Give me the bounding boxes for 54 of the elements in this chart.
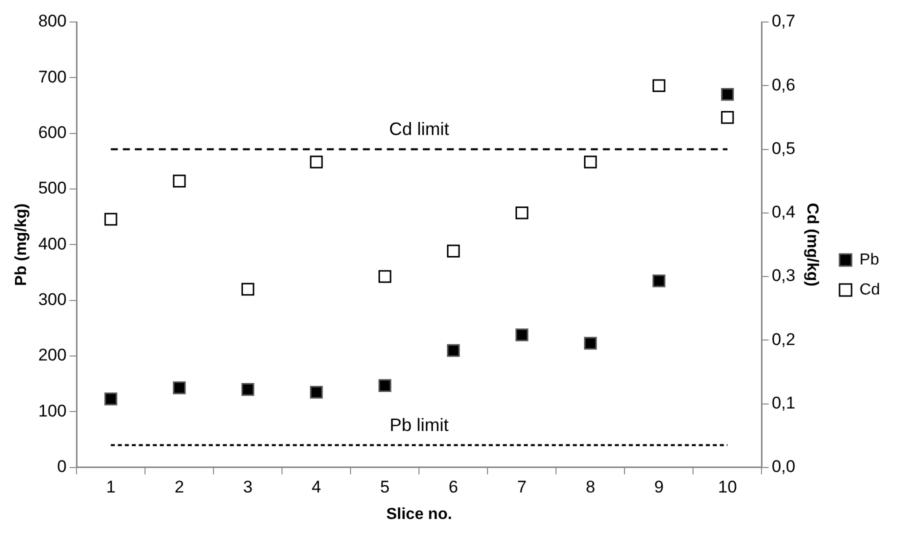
x-tick-label: 5 [380, 477, 390, 496]
point [241, 383, 254, 396]
point [378, 379, 392, 392]
y-tick-label: 400 [38, 234, 67, 254]
x-tick-label: 7 [517, 477, 527, 496]
ref-line-label: Cd limit [389, 119, 450, 140]
x-tick-label: 6 [448, 477, 458, 496]
point [446, 344, 460, 357]
y2-tick-label: 0,7 [772, 12, 796, 31]
x-tick-label: 10 [718, 477, 737, 496]
y2-tick-label: 0,1 [772, 393, 796, 412]
point [516, 206, 528, 220]
y2-tick-label: 0,6 [772, 75, 796, 94]
y2-tick-label: 0,4 [772, 202, 796, 222]
y-tick-label: 500 [38, 178, 67, 198]
point [241, 282, 254, 296]
x-tick-label: 3 [243, 477, 253, 496]
x-tick-label: 4 [312, 477, 322, 496]
point [172, 174, 186, 188]
x-tick-label: 2 [174, 477, 184, 496]
point [584, 156, 597, 168]
point [104, 212, 118, 226]
point [310, 386, 323, 399]
legend-label: Cd [860, 281, 880, 298]
y-tick-label: 0 [57, 457, 67, 476]
x-tick-label: 8 [586, 477, 596, 496]
x-tick-label: 1 [106, 477, 116, 496]
legend-label: Pb [860, 251, 880, 268]
point [584, 336, 597, 350]
x-tick-label: 9 [654, 477, 664, 496]
y-tick-label: 800 [38, 12, 67, 31]
y2-tick-label: 0,3 [772, 266, 796, 286]
y-tick-label: 300 [38, 290, 67, 310]
point [172, 381, 186, 394]
point [446, 244, 460, 258]
point [652, 79, 666, 92]
y-tick-label: 700 [38, 67, 67, 86]
point [652, 274, 666, 288]
y-tick-label: 200 [38, 346, 67, 365]
point [378, 270, 392, 283]
y2-tick-label: 0,5 [772, 138, 796, 158]
y2-tick-label: 0,2 [772, 330, 796, 349]
y2-axis-title: Cd (mg/kg) [804, 202, 821, 286]
y-tick-label: 100 [38, 401, 67, 420]
y2-tick-label: 0,0 [772, 457, 796, 476]
point [721, 111, 734, 124]
y-tick-label: 600 [38, 123, 67, 142]
y-axis-title: Pb (mg/kg) [13, 203, 30, 286]
ref-line-label: Pb limit [390, 415, 449, 436]
point [721, 88, 734, 101]
point [104, 392, 118, 406]
point [310, 156, 323, 168]
x-axis-title: Slice no. [386, 506, 452, 523]
point [516, 328, 528, 342]
